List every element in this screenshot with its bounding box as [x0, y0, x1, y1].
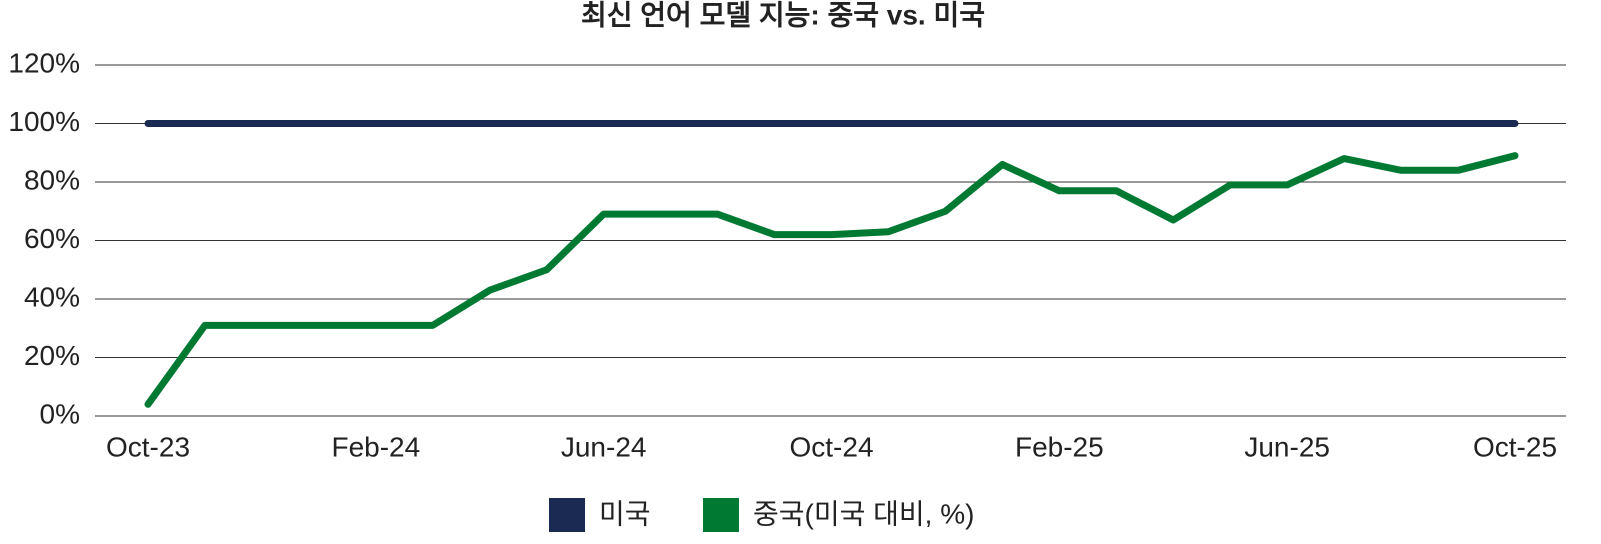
legend-label: 미국: [599, 498, 651, 529]
legend-label: 중국(미국 대비, %): [753, 498, 974, 529]
legend-swatch: [703, 498, 739, 532]
y-tick-label: 120%: [8, 47, 80, 78]
y-tick-label: 20%: [24, 340, 80, 371]
x-tick-label: Jun-24: [561, 431, 647, 462]
x-tick-label: Jun-25: [1244, 431, 1330, 462]
x-tick-label: Oct-24: [789, 431, 873, 462]
x-tick-label: Feb-25: [1015, 431, 1104, 462]
x-tick-label: Oct-25: [1473, 431, 1557, 462]
x-tick-label: Oct-23: [106, 431, 190, 462]
y-tick-label: 80%: [24, 164, 80, 195]
x-tick-label: Feb-24: [331, 431, 420, 462]
chart-title: 최신 언어 모델 지능: 중국 vs. 미국: [581, 0, 985, 30]
y-tick-label: 100%: [8, 106, 80, 137]
y-tick-label: 40%: [24, 281, 80, 312]
series-line: [144, 152, 1519, 408]
legend-swatch: [549, 498, 585, 532]
y-tick-label: 0%: [40, 398, 80, 429]
y-tick-label: 60%: [24, 223, 80, 254]
